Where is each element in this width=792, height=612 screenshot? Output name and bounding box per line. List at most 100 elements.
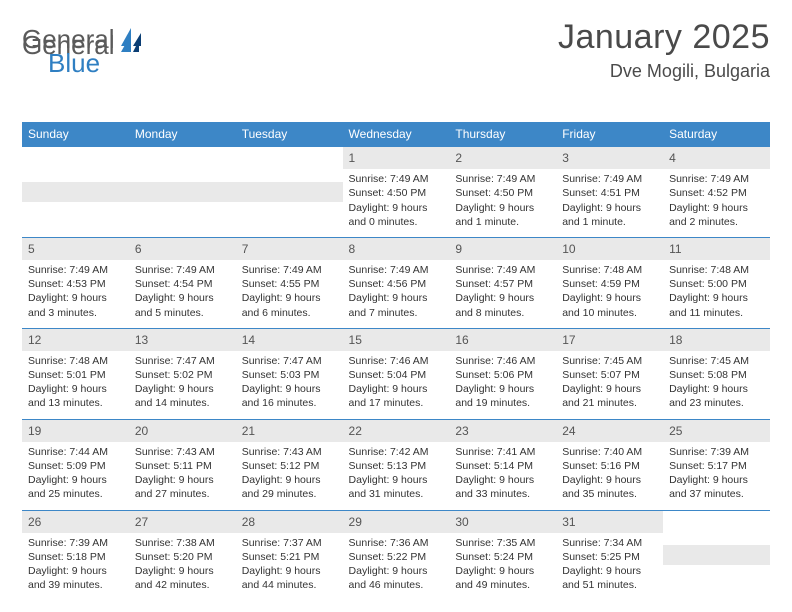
day-body: Sunrise: 7:49 AMSunset: 4:55 PMDaylight:… (236, 260, 343, 328)
day-number: 22 (343, 420, 450, 442)
day-body: Sunrise: 7:40 AMSunset: 5:16 PMDaylight:… (556, 442, 663, 510)
day-body: Sunrise: 7:35 AMSunset: 5:24 PMDaylight:… (449, 533, 556, 601)
empty-cell (22, 147, 129, 238)
daylight-text: Daylight: 9 hours and 13 minutes. (28, 382, 123, 410)
daylight-text: Daylight: 9 hours and 46 minutes. (349, 564, 444, 592)
daylight-text: Daylight: 9 hours and 5 minutes. (135, 291, 230, 319)
sunset-text: Sunset: 5:12 PM (242, 459, 337, 473)
sunset-text: Sunset: 4:57 PM (455, 277, 550, 291)
sunrise-text: Sunrise: 7:44 AM (28, 445, 123, 459)
day-number: 6 (129, 238, 236, 260)
day-cell: 27Sunrise: 7:38 AMSunset: 5:20 PMDayligh… (129, 510, 236, 600)
day-cell: 2Sunrise: 7:49 AMSunset: 4:50 PMDaylight… (449, 147, 556, 238)
day-number: 23 (449, 420, 556, 442)
daylight-text: Daylight: 9 hours and 8 minutes. (455, 291, 550, 319)
day-number: 7 (236, 238, 343, 260)
day-body: Sunrise: 7:39 AMSunset: 5:17 PMDaylight:… (663, 442, 770, 510)
day-cell: 14 Sunrise: 7:47 AMSunset: 5:03 PMDayligh… (236, 328, 343, 419)
day-cell: 8Sunrise: 7:49 AMSunset: 4:56 PMDaylight… (343, 237, 450, 328)
sunrise-text: Sunrise: 7:49 AM (242, 263, 337, 277)
daylight-text: Daylight: 9 hours and 14 minutes. (135, 382, 230, 410)
sunset-text: Sunset: 5:22 PM (349, 550, 444, 564)
sunrise-text: Sunrise: 7:47 AM (242, 354, 337, 368)
day-number: 31 (556, 511, 663, 533)
sunset-text: Sunset: 5:20 PM (135, 550, 230, 564)
day-body: Sunrise: 7:48 AMSunset: 5:01 PMDaylight:… (22, 351, 129, 419)
sunrise-text: Sunrise: 7:48 AM (28, 354, 123, 368)
calendar-row: 19Sunrise: 7:44 AMSunset: 5:09 PMDayligh… (22, 419, 770, 510)
sunset-text: Sunset: 5:14 PM (455, 459, 550, 473)
daylight-text: Daylight: 9 hours and 0 minutes. (349, 201, 444, 229)
calendar-table: Sunday Monday Tuesday Wednesday Thursday… (22, 122, 770, 600)
sunrise-text: Sunrise: 7:49 AM (562, 172, 657, 186)
day-number: 18 (663, 329, 770, 351)
calendar-row: 1Sunrise: 7:49 AMSunset: 4:50 PMDaylight… (22, 147, 770, 238)
day-body: Sunrise: 7:49 AMSunset: 4:53 PMDaylight:… (22, 260, 129, 328)
sunset-text: Sunset: 4:50 PM (349, 186, 444, 200)
location-label: Dve Mogili, Bulgaria (558, 61, 770, 82)
daylight-text: Daylight: 9 hours and 2 minutes. (669, 201, 764, 229)
calendar-row: 5Sunrise: 7:49 AMSunset: 4:53 PMDaylight… (22, 237, 770, 328)
sunrise-text: Sunrise: 7:39 AM (669, 445, 764, 459)
sunrise-text: Sunrise: 7:49 AM (349, 263, 444, 277)
sunset-text: Sunset: 5:01 PM (28, 368, 123, 382)
daylight-text: Daylight: 9 hours and 3 minutes. (28, 291, 123, 319)
weekday-tuesday: Tuesday (236, 122, 343, 147)
sunset-text: Sunset: 5:03 PM (242, 368, 337, 382)
weekday-sunday: Sunday (22, 122, 129, 147)
day-number: 5 (22, 238, 129, 260)
day-number: 15 (343, 329, 450, 351)
weekday-thursday: Thursday (449, 122, 556, 147)
daylight-text: Daylight: 9 hours and 39 minutes. (28, 564, 123, 592)
weekday-row: Sunday Monday Tuesday Wednesday Thursday… (22, 122, 770, 147)
sunset-text: Sunset: 4:53 PM (28, 277, 123, 291)
sunrise-text: Sunrise: 7:46 AM (349, 354, 444, 368)
day-number: 12 (22, 329, 129, 351)
day-cell: 23Sunrise: 7:41 AMSunset: 5:14 PMDayligh… (449, 419, 556, 510)
day-body: Sunrise: 7:45 AMSunset: 5:08 PMDaylight:… (663, 351, 770, 419)
day-cell: 1Sunrise: 7:49 AMSunset: 4:50 PMDaylight… (343, 147, 450, 238)
day-body: Sunrise: 7:36 AMSunset: 5:22 PMDaylight:… (343, 533, 450, 601)
day-body: Sunrise: 7:39 AMSunset: 5:18 PMDaylight:… (22, 533, 129, 601)
day-body: Sunrise: 7:43 AMSunset: 5:11 PMDaylight:… (129, 442, 236, 510)
daylight-text: Daylight: 9 hours and 23 minutes. (669, 382, 764, 410)
empty-cell (129, 147, 236, 238)
sunrise-text: Sunrise: 7:49 AM (135, 263, 230, 277)
daylight-text: Daylight: 9 hours and 31 minutes. (349, 473, 444, 501)
day-body: Sunrise: 7:48 AMSunset: 5:00 PMDaylight:… (663, 260, 770, 328)
day-body: Sunrise: 7:43 AMSunset: 5:12 PMDaylight:… (236, 442, 343, 510)
sunrise-text: Sunrise: 7:49 AM (28, 263, 123, 277)
sunset-text: Sunset: 5:25 PM (562, 550, 657, 564)
day-cell: 3Sunrise: 7:49 AMSunset: 4:51 PMDaylight… (556, 147, 663, 238)
day-cell: 21Sunrise: 7:43 AMSunset: 5:12 PMDayligh… (236, 419, 343, 510)
day-body: Sunrise: 7:47 AMSunset: 5:02 PMDaylight:… (129, 351, 236, 419)
day-cell: 24Sunrise: 7:40 AMSunset: 5:16 PMDayligh… (556, 419, 663, 510)
daylight-text: Daylight: 9 hours and 19 minutes. (455, 382, 550, 410)
sunrise-text: Sunrise: 7:38 AM (135, 536, 230, 550)
day-body: Sunrise: 7:49 AMSunset: 4:51 PMDaylight:… (556, 169, 663, 237)
day-body: Sunrise: 7:42 AMSunset: 5:13 PMDaylight:… (343, 442, 450, 510)
day-cell: 18Sunrise: 7:45 AMSunset: 5:08 PMDayligh… (663, 328, 770, 419)
sunset-text: Sunset: 5:09 PM (28, 459, 123, 473)
day-number: 29 (343, 511, 450, 533)
day-cell: 12Sunrise: 7:48 AMSunset: 5:01 PMDayligh… (22, 328, 129, 419)
day-number: 1 (343, 147, 450, 169)
day-cell: 22Sunrise: 7:42 AMSunset: 5:13 PMDayligh… (343, 419, 450, 510)
day-cell: 4Sunrise: 7:49 AMSunset: 4:52 PMDaylight… (663, 147, 770, 238)
day-number: 26 (22, 511, 129, 533)
daylight-text: Daylight: 9 hours and 16 minutes. (242, 382, 337, 410)
day-number: 28 (236, 511, 343, 533)
day-cell: 13Sunrise: 7:47 AMSunset: 5:02 PMDayligh… (129, 328, 236, 419)
daylight-text: Daylight: 9 hours and 27 minutes. (135, 473, 230, 501)
day-body: Sunrise: 7:46 AMSunset: 5:06 PMDaylight:… (449, 351, 556, 419)
month-title: January 2025 (558, 18, 770, 57)
day-cell: 10Sunrise: 7:48 AMSunset: 4:59 PMDayligh… (556, 237, 663, 328)
day-number: 24 (556, 420, 663, 442)
day-body: Sunrise: 7:49 AMSunset: 4:50 PMDaylight:… (449, 169, 556, 237)
day-body: Sunrise: 7:49 AMSunset: 4:52 PMDaylight:… (663, 169, 770, 237)
daylight-text: Daylight: 9 hours and 10 minutes. (562, 291, 657, 319)
daylight-text: Daylight: 9 hours and 33 minutes. (455, 473, 550, 501)
sunset-text: Sunset: 4:55 PM (242, 277, 337, 291)
sunset-text: Sunset: 5:21 PM (242, 550, 337, 564)
day-number: 14 (236, 329, 343, 351)
